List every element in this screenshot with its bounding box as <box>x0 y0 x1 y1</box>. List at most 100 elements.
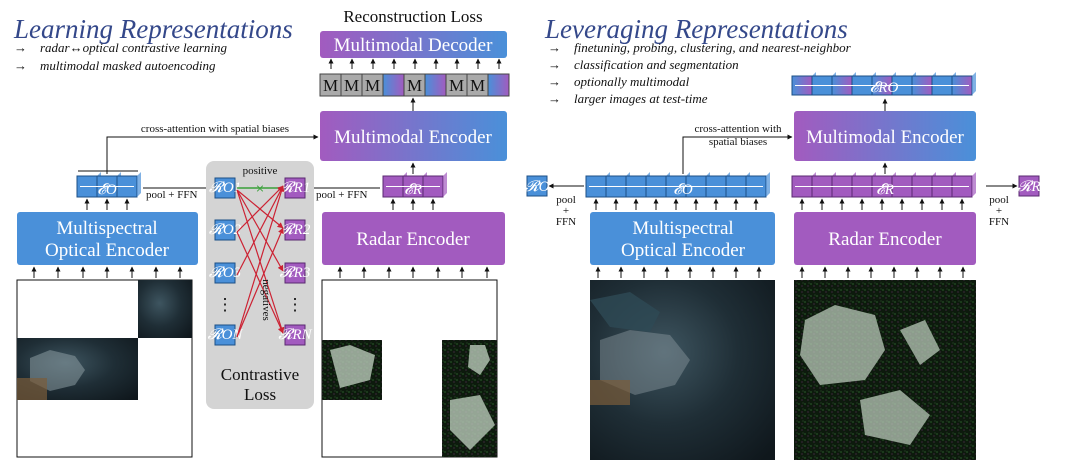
pool-ffn-radar: pool + FFN <box>316 189 367 201</box>
right-bullet-1: finetuning, probing, clustering, and nea… <box>574 40 852 55</box>
negative-link <box>236 185 284 233</box>
output-token-row <box>791 72 976 96</box>
radar-encoder-box <box>322 212 505 265</box>
radar-land <box>450 345 495 450</box>
right-bullet-4: larger images at test-time <box>574 91 708 106</box>
optical-land-area <box>17 378 47 400</box>
optical-rep-label: 𝓡O1 <box>209 180 241 196</box>
right-optical-encoder-label-2: Optical Encoder <box>621 240 746 261</box>
radar-rep-box <box>284 324 306 346</box>
optical-token-side <box>137 172 141 197</box>
optical-land-area <box>590 380 630 405</box>
mask-token-label: M <box>323 76 338 95</box>
optical-token-row <box>76 172 141 198</box>
optical-encoder-box <box>17 212 198 265</box>
right-optical-encoder-label-1: Multispectral <box>632 218 733 239</box>
right-optical-token-label: 𝓔O <box>673 182 693 198</box>
optical-visible-patch <box>138 280 192 338</box>
optical-rep-box <box>214 324 236 346</box>
right-rep-optical-label: 𝓡O <box>525 179 550 195</box>
right-optical-token-side <box>766 172 770 197</box>
radar-rep-box <box>284 177 306 199</box>
radar-land <box>330 345 375 388</box>
optical-rep-label: 𝓡ON <box>208 327 244 343</box>
radar-rep-label: 𝓡RN <box>278 327 312 343</box>
optical-encoder-label-1: Multispectral <box>56 218 157 239</box>
right-bullet-arrow: → <box>548 91 561 106</box>
decoded-token <box>487 73 510 97</box>
radar-rep-label: 𝓡R2 <box>280 222 311 238</box>
right-cross-attention-arrow <box>682 134 793 174</box>
decoded-token <box>424 73 447 97</box>
left-title: Learning Representations <box>13 14 293 44</box>
radar-token-side <box>443 172 447 197</box>
right-optical-encoder-box <box>590 212 775 265</box>
optical-rep-box <box>214 262 236 284</box>
right-cross-attention-1: cross-attention with <box>694 123 782 135</box>
decoded-token <box>382 73 405 97</box>
right-bullet-2: classification and segmentation <box>574 57 739 72</box>
left-bullet-2: multimodal masked autoencoding <box>40 58 216 73</box>
right-encoder-arrows <box>593 198 966 278</box>
optical-coast <box>590 292 660 332</box>
radar-rep-label: 𝓡R1 <box>280 180 311 196</box>
right-bullets: → finetuning, probing, clustering, and n… <box>548 40 852 106</box>
optical-encoder-label-2: Optical Encoder <box>45 240 170 261</box>
pool-ffn-optical: pool + FFN <box>146 189 197 201</box>
right-rep-radar-label: 𝓡R <box>1017 179 1040 195</box>
left-bullet-arrow: → <box>14 40 27 55</box>
right-bullet-arrow: → <box>548 40 561 55</box>
reconstruction-loss-label: Reconstruction Loss <box>343 7 482 26</box>
right-optical-token-row <box>585 172 770 198</box>
right-multimodal-encoder-box <box>794 111 976 161</box>
radar-rep-label: 𝓡R3 <box>280 265 311 281</box>
multimodal-encoder-box <box>320 111 507 161</box>
right-radar-encoder-box <box>794 212 976 265</box>
right-multimodal-encoder-label: Multimodal Encoder <box>806 127 964 148</box>
mask-token-label: M <box>407 76 422 95</box>
mask-token-label: M <box>449 76 464 95</box>
contrastive-label-1: Contrastive <box>221 365 299 384</box>
multimodal-decoder-box <box>320 31 507 58</box>
left-bullet-1: radar↔optical contrastive learning <box>40 40 228 55</box>
right-plus-o: + <box>563 205 569 217</box>
right-bullet-arrow: → <box>548 57 561 72</box>
radar-token-row <box>382 172 447 198</box>
dots-optical: ⋮ <box>217 295 234 314</box>
right-ffn-o: FFN <box>556 216 576 228</box>
mask-token-label: M <box>344 76 359 95</box>
right-ffn-r: FFN <box>989 216 1009 228</box>
cross-attention-arrow <box>106 134 319 174</box>
negative-link <box>236 185 284 276</box>
right-title: Leveraging Representations <box>544 14 848 44</box>
encoder-arrows <box>31 187 490 278</box>
optical-city-area <box>600 330 690 395</box>
optical-rep-label: 𝓡O2 <box>209 222 242 238</box>
mask-token-label: M <box>365 76 380 95</box>
radar-rep-box <box>284 262 306 284</box>
right-bullet-3: optionally multimodal <box>574 74 690 89</box>
radar-rep-box <box>284 219 306 241</box>
contrastive-label-2: Loss <box>244 385 276 404</box>
multimodal-encoder-label: Multimodal Encoder <box>334 127 492 148</box>
contrastive-pairs: 𝓡O1 𝓡R1 𝓡O2 𝓡R2 𝓡O3 𝓡R3 𝓡ON 𝓡RN × <box>208 177 313 346</box>
optical-rep-label: 𝓡O3 <box>209 265 241 281</box>
right-plus-r: + <box>996 205 1002 217</box>
output-token-label: 𝓔RO <box>870 80 899 96</box>
left-bullet-arrow: → <box>14 58 27 73</box>
radar-encoder-label: Radar Encoder <box>356 229 470 250</box>
output-token-side <box>972 72 976 95</box>
multimodal-decoder-label: Multimodal Decoder <box>334 35 493 56</box>
negative-link <box>236 185 285 338</box>
mask-token-label: M <box>470 76 485 95</box>
dots-radar: ⋮ <box>287 295 304 314</box>
negative-link <box>236 227 284 338</box>
right-rep-radar <box>1018 175 1040 197</box>
right-radar-token-row <box>791 172 976 198</box>
right-pool-o: pool <box>556 194 576 206</box>
right-bullet-arrow: → <box>548 74 561 89</box>
right-rep-optical <box>526 175 548 197</box>
optical-token-label: 𝓔O <box>97 182 117 198</box>
right-radar-encoder-label: Radar Encoder <box>828 229 942 250</box>
